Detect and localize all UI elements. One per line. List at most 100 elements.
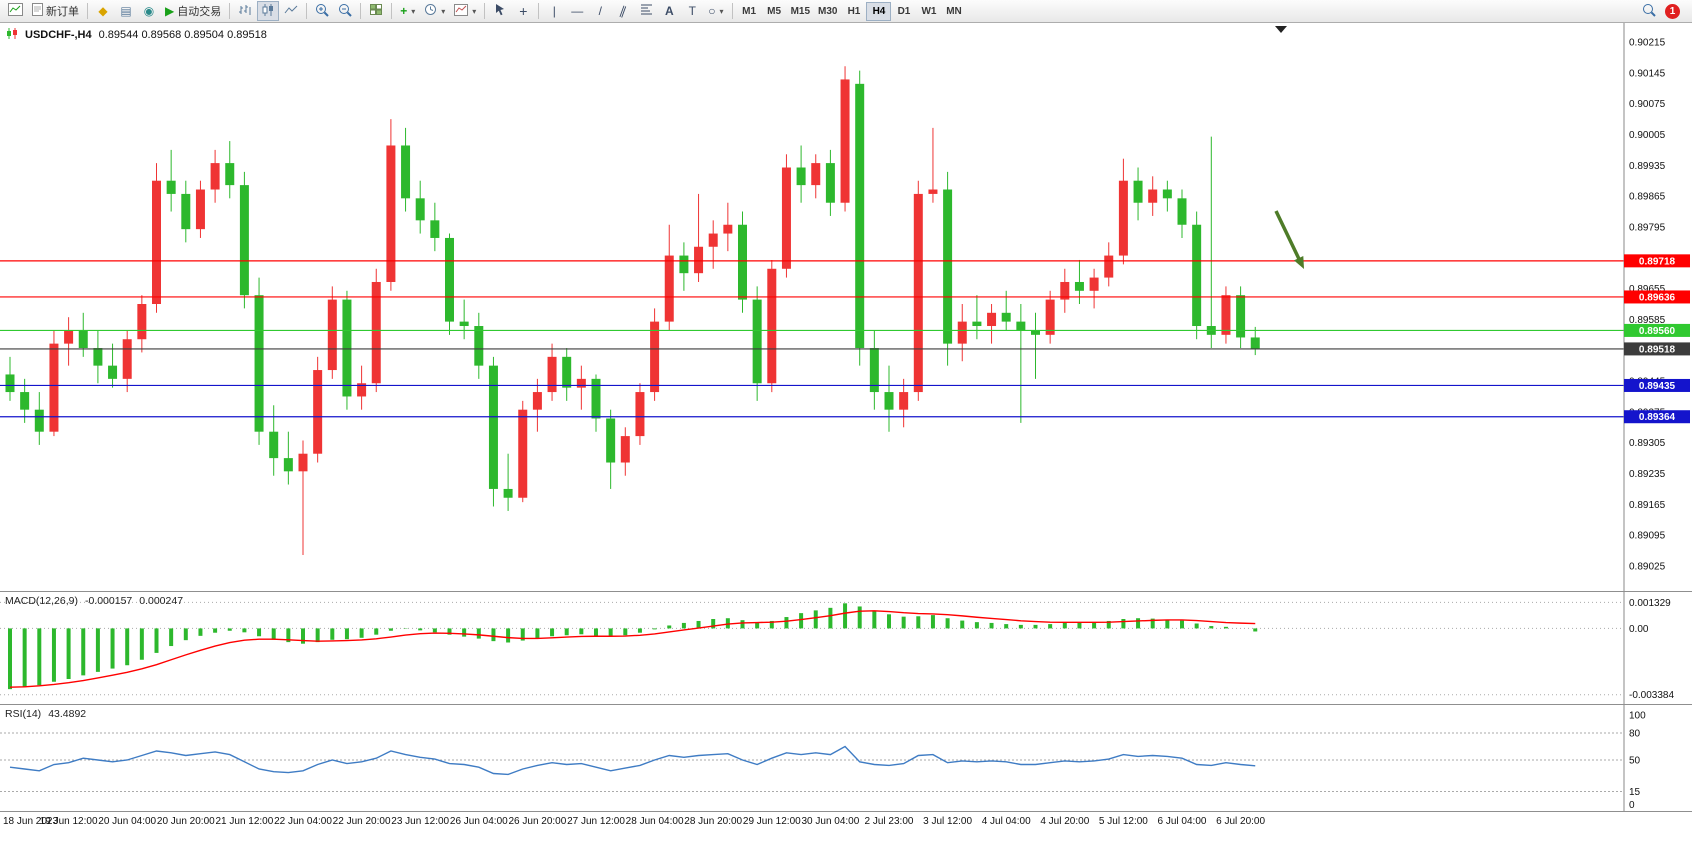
text-button[interactable]: A	[658, 1, 680, 21]
notification-badge[interactable]: 1	[1665, 3, 1680, 19]
svg-text:-0.003384: -0.003384	[1629, 690, 1674, 701]
navigator-icon: ◉	[143, 4, 155, 18]
price-tag-0.89718[interactable]: 0.89718	[1624, 254, 1690, 268]
timeframe-m30[interactable]: M30	[814, 2, 841, 21]
time-label: 21 Jun 12:00	[215, 816, 274, 827]
svg-text:100: 100	[1629, 711, 1646, 722]
cursor-button[interactable]	[489, 1, 511, 21]
svg-text:0: 0	[1629, 800, 1635, 811]
crosshair-button[interactable]: +	[512, 1, 534, 21]
timeframe-h1[interactable]: H1	[841, 2, 866, 21]
price-tag-0.89435[interactable]: 0.89435	[1624, 378, 1690, 392]
vertical-line-icon: |	[552, 4, 556, 18]
time-label: 28 Jun 20:00	[684, 816, 743, 827]
main-chart-panel: 0.89025 0.89095 0.89165 0.89235 0.89305 0.893…	[0, 23, 1692, 591]
chevron-down-icon: ▾	[411, 6, 416, 16]
zoom-in-button[interactable]	[311, 1, 333, 21]
shapes-button[interactable]: ○ ▾	[704, 1, 727, 21]
timeframe-m15[interactable]: M15	[787, 2, 814, 21]
time-label: 29 Jun 12:00	[742, 816, 801, 827]
vertical-line-button[interactable]: |	[543, 1, 565, 21]
price-tag-0.89560[interactable]: 0.89560	[1624, 323, 1690, 337]
cursor-icon	[494, 3, 506, 19]
timeframe-d1[interactable]: D1	[891, 2, 916, 21]
text-label-button[interactable]: T	[681, 1, 703, 21]
rsi-canvas[interactable]: 100 80 50 15 0	[0, 705, 1692, 811]
svg-text:0.89435: 0.89435	[1639, 381, 1676, 392]
line-chart-button[interactable]	[280, 1, 302, 21]
candlestick-chart-button[interactable]	[257, 1, 280, 21]
time-label: 20 Jun 20:00	[156, 816, 215, 827]
timeframe-m1[interactable]: M1	[737, 2, 762, 21]
time-label: 19 Jun 12:00	[39, 816, 98, 827]
templates-button[interactable]: ▾	[450, 1, 480, 21]
separator	[87, 3, 88, 19]
time-label: 3 Jul 12:00	[923, 816, 973, 827]
svg-text:0.89865: 0.89865	[1629, 192, 1666, 203]
data-window-icon: ▤	[120, 4, 132, 18]
svg-text:0.89025: 0.89025	[1629, 561, 1666, 572]
bar-chart-icon	[238, 4, 252, 19]
new-chart-button[interactable]	[4, 1, 27, 21]
price-tag-0.89636[interactable]: 0.89636	[1624, 290, 1690, 304]
periods-button[interactable]: ▾	[420, 1, 449, 21]
clock-icon	[424, 3, 437, 19]
separator	[229, 3, 231, 19]
rsi-panel: 100 80 50 15 0 RSI(14) 43.4892	[0, 704, 1692, 811]
time-label: 22 Jun 04:00	[274, 816, 332, 827]
time-axis[interactable]: 18 Jun 2023 19 Jun 12:00 20 Jun 04:00 20 Ju…	[0, 811, 1692, 847]
svg-text:0.89560: 0.89560	[1639, 326, 1676, 337]
data-window-button[interactable]: ▤	[115, 1, 137, 21]
time-label: 27 Jun 12:00	[567, 816, 625, 827]
time-label: 22 Jun 20:00	[332, 816, 391, 827]
autotrade-button[interactable]: ▶ 自动交易	[161, 1, 225, 21]
svg-text:0.89935: 0.89935	[1629, 161, 1666, 172]
svg-text:0.00: 0.00	[1629, 624, 1649, 635]
trendline-button[interactable]: /	[589, 1, 611, 21]
autotrade-label: 自动交易	[177, 6, 222, 18]
svg-text:0.89655: 0.89655	[1629, 284, 1666, 295]
separator	[538, 3, 540, 19]
price-tag-0.89364[interactable]: 0.89364	[1624, 410, 1690, 424]
fibonacci-button[interactable]	[635, 1, 657, 21]
macd-canvas[interactable]: 0.001329 0.00 -0.003384	[0, 592, 1692, 704]
svg-text:0.90215: 0.90215	[1629, 38, 1666, 49]
navigator-button[interactable]: ◉	[138, 1, 160, 21]
indicators-button[interactable]: + ▾	[396, 1, 419, 21]
svg-text:0.89165: 0.89165	[1629, 500, 1666, 511]
market-watch-button[interactable]: ◆	[92, 1, 114, 21]
chevron-down-icon: ▾	[441, 6, 446, 16]
chevron-down-icon: ▾	[719, 6, 724, 16]
timeframe-mn[interactable]: MN	[941, 2, 966, 21]
text-label-icon: T	[688, 4, 696, 18]
svg-text:80: 80	[1629, 729, 1641, 740]
horizontal-line-button[interactable]: —	[566, 1, 588, 21]
time-label: 28 Jun 04:00	[625, 816, 684, 827]
timeframe-m5[interactable]: M5	[762, 2, 787, 21]
timeframe-w1[interactable]: W1	[916, 2, 941, 21]
time-label: 6 Jul 20:00	[1216, 816, 1266, 827]
bar-chart-button[interactable]	[234, 1, 256, 21]
text-icon: A	[664, 4, 674, 18]
channel-button[interactable]: ∥	[612, 1, 634, 21]
zoom-out-button[interactable]	[334, 1, 356, 21]
price-tag-0.89518[interactable]: 0.89518	[1624, 342, 1690, 356]
new-order-label: 新订单	[46, 6, 79, 18]
template-chart-icon	[454, 3, 469, 19]
time-label: 4 Jul 20:00	[1040, 816, 1090, 827]
channel-icon: ∥	[618, 3, 629, 19]
arrow-annotation[interactable]	[1274, 210, 1304, 269]
svg-text:0.89718: 0.89718	[1639, 256, 1676, 267]
time-label: 2 Jul 23:00	[864, 816, 914, 827]
timeframe-h4[interactable]: H4	[866, 1, 892, 21]
toolbar: 新订单 ◆ ▤ ◉ ▶ 自动交易 + ▾ ▾ ▾ + | — / ∥ A T ○ ▾	[0, 0, 1692, 23]
zoom-out-icon	[338, 3, 352, 20]
main-chart-canvas[interactable]: 0.89025 0.89095 0.89165 0.89235 0.89305 0.893…	[0, 23, 1692, 591]
svg-text:0.89636: 0.89636	[1639, 292, 1676, 303]
tile-windows-button[interactable]	[365, 1, 387, 21]
svg-text:0.89585: 0.89585	[1629, 315, 1666, 326]
crosshair-icon: +	[519, 3, 528, 19]
horizontal-line-icon: —	[571, 4, 584, 18]
new-order-button[interactable]: 新订单	[28, 1, 83, 21]
search-button[interactable]	[1638, 1, 1660, 21]
